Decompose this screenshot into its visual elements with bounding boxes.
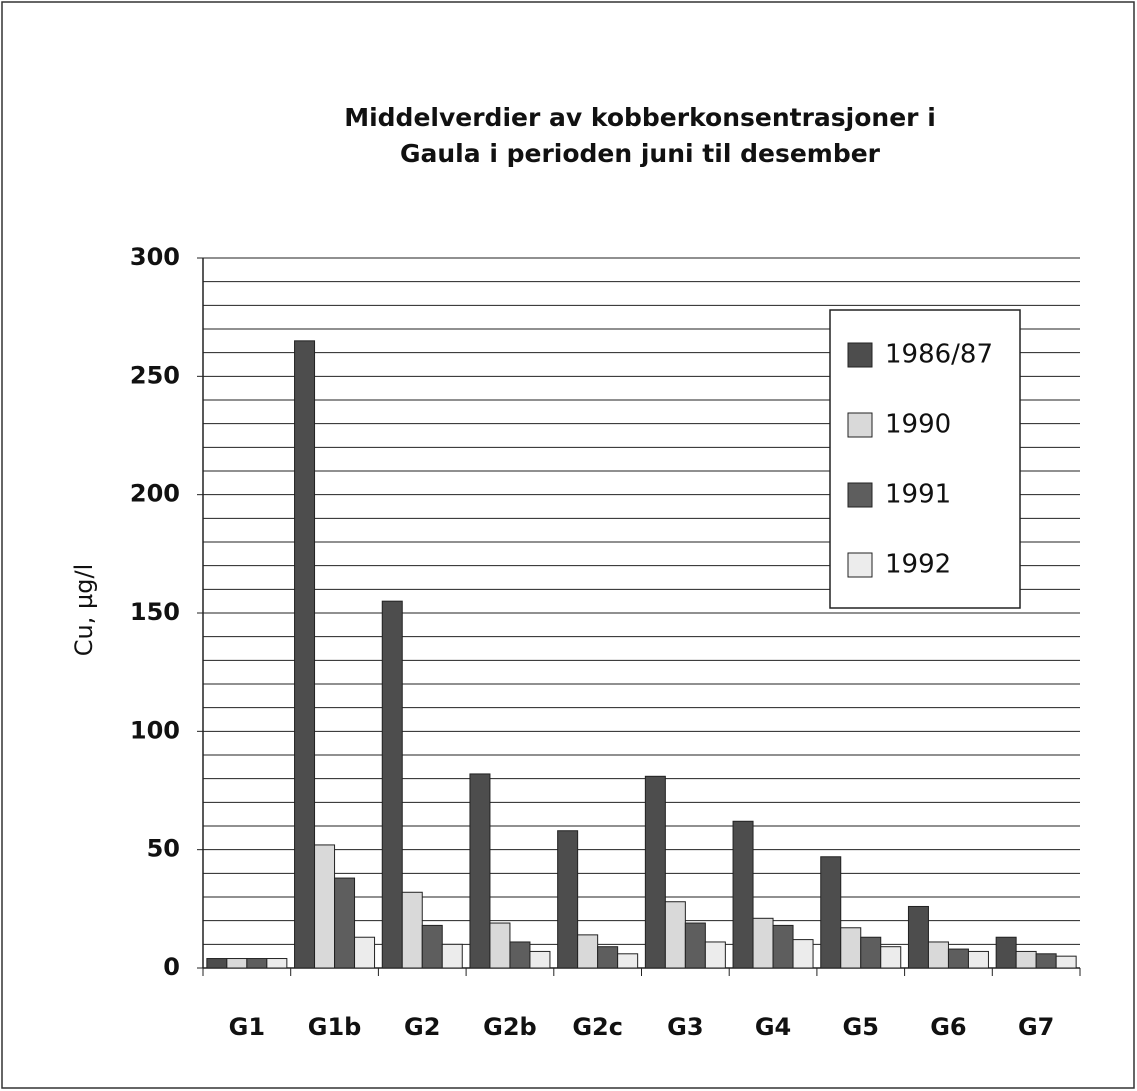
x-tick-label: G3 <box>667 1013 703 1041</box>
bar <box>684 922 706 969</box>
bar <box>840 927 862 969</box>
bar <box>557 830 579 969</box>
y-tick-label: 100 <box>130 716 180 744</box>
y-tick-label: 250 <box>130 361 180 389</box>
bar <box>226 958 248 969</box>
bar <box>644 775 666 969</box>
x-tick-label: G2 <box>404 1013 440 1041</box>
bar <box>334 877 356 969</box>
bar <box>441 943 463 969</box>
bar <box>314 844 336 969</box>
x-tick-label: G7 <box>1018 1013 1054 1041</box>
y-tick-label: 0 <box>163 953 180 981</box>
bar <box>421 924 443 969</box>
bar <box>704 941 726 969</box>
x-tick-label: G1b <box>308 1013 362 1041</box>
chart-title: Middelverdier av kobberkonsentrasjoner i… <box>344 103 936 168</box>
bar <box>577 934 599 969</box>
x-tick-label: G4 <box>755 1013 791 1041</box>
bar <box>381 600 403 969</box>
y-tick-label: 300 <box>130 243 180 271</box>
bar <box>820 856 842 969</box>
bar <box>294 340 316 969</box>
bar <box>860 936 882 969</box>
legend-swatch <box>847 552 873 578</box>
x-tick-label: G6 <box>930 1013 966 1041</box>
bar <box>246 958 268 969</box>
x-tick-label: G2b <box>483 1013 537 1041</box>
bar <box>597 946 619 969</box>
bar <box>927 941 949 969</box>
legend-label: 1991 <box>885 480 951 510</box>
bar <box>617 953 639 969</box>
legend-label: 1992 <box>885 550 951 580</box>
bar <box>880 946 902 969</box>
bar <box>266 958 288 969</box>
x-tick-label: G5 <box>843 1013 879 1041</box>
bar <box>967 950 989 969</box>
bar <box>947 948 969 969</box>
y-axis-label: Cu, µg/l <box>70 564 98 656</box>
bar <box>206 958 228 969</box>
y-tick-label: 200 <box>130 480 180 508</box>
bar <box>664 901 686 969</box>
bar <box>401 891 423 969</box>
bar <box>509 941 531 969</box>
legend-label: 1986/87 <box>885 340 993 370</box>
bar <box>529 950 551 969</box>
bar <box>1035 953 1057 969</box>
bar <box>995 936 1017 969</box>
bar <box>732 820 754 969</box>
bar <box>354 936 376 969</box>
legend-swatch <box>847 412 873 438</box>
y-tick-label: 150 <box>130 598 180 626</box>
x-tick-label: G1 <box>229 1013 265 1041</box>
bar <box>772 924 794 969</box>
legend-label: 1990 <box>885 410 951 440</box>
bar <box>469 773 491 969</box>
y-tick-label: 50 <box>147 835 180 863</box>
bar <box>907 905 929 969</box>
x-tick-label: G2c <box>572 1013 623 1041</box>
bar <box>752 917 774 969</box>
bar <box>1055 955 1077 969</box>
legend-swatch <box>847 482 873 508</box>
bar <box>489 922 511 969</box>
bar <box>792 939 814 969</box>
legend-swatch <box>847 342 873 368</box>
bar <box>1015 950 1037 969</box>
